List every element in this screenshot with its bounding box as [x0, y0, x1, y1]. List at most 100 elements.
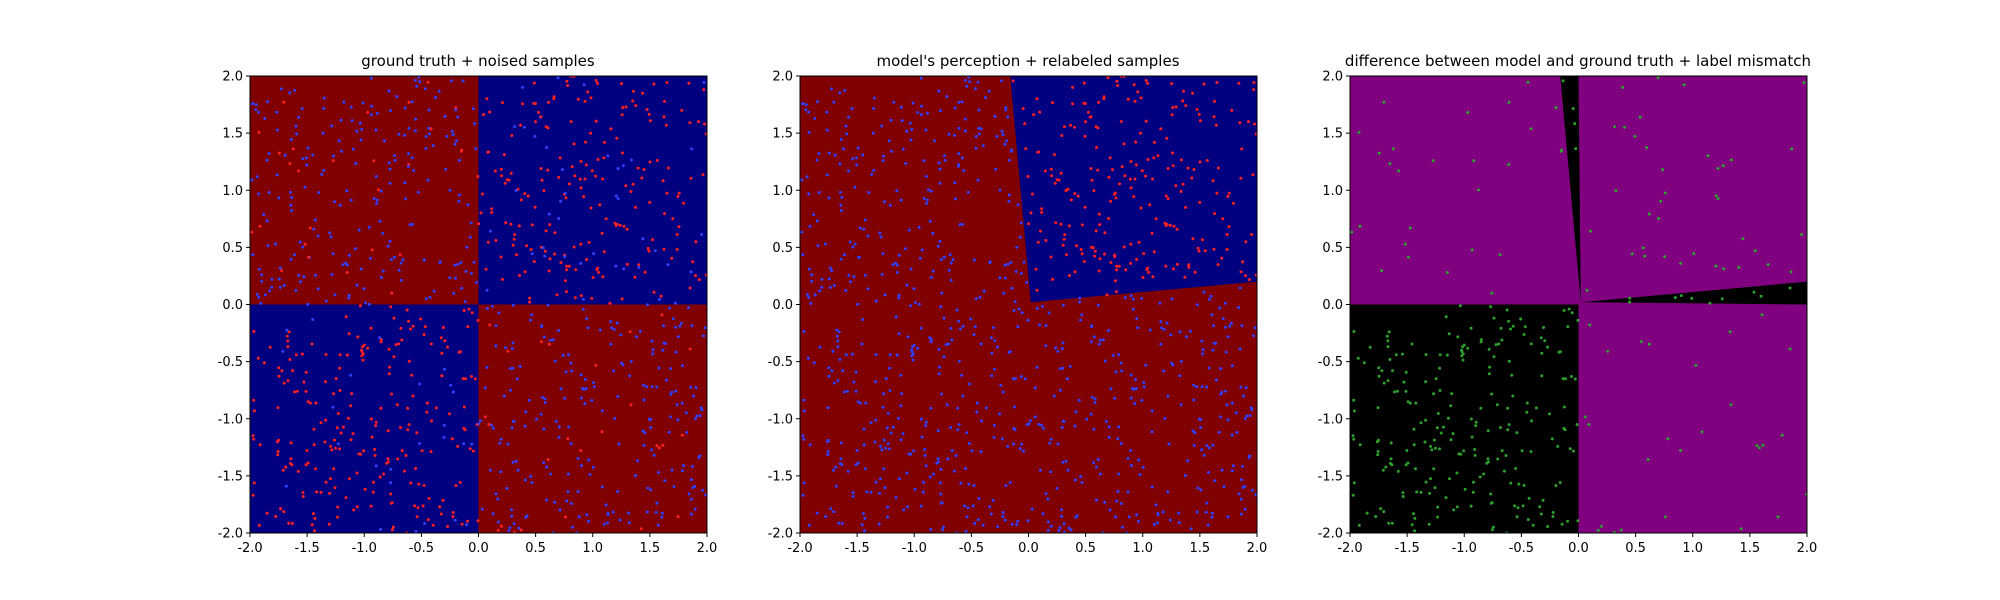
sample-point	[1201, 238, 1204, 242]
sample-point	[1144, 79, 1148, 82]
sample-point	[804, 103, 808, 107]
sample-point	[341, 263, 345, 267]
sample-point	[874, 380, 878, 384]
sample-point	[818, 289, 822, 293]
sample-point	[359, 138, 363, 142]
sample-point	[349, 373, 353, 377]
sample-point	[388, 365, 392, 369]
sample-point	[839, 138, 843, 141]
sample-point	[1166, 167, 1170, 170]
sample-point	[427, 108, 431, 112]
sample-point	[1714, 264, 1718, 268]
sample-point	[680, 401, 684, 405]
sample-point	[1029, 211, 1033, 215]
sample-point	[680, 108, 684, 112]
sample-point	[336, 442, 340, 446]
sample-point	[502, 394, 506, 398]
sample-point	[1220, 468, 1224, 472]
sample-point	[553, 231, 557, 235]
sample-point	[967, 482, 971, 486]
sample-point	[645, 510, 649, 514]
sample-point	[277, 196, 281, 200]
sample-point	[1254, 273, 1257, 277]
sample-point	[1473, 453, 1477, 457]
sample-point	[396, 457, 400, 461]
sample-point	[500, 174, 504, 178]
sample-point	[566, 490, 570, 493]
sample-point	[892, 100, 896, 104]
sample-point	[953, 181, 957, 185]
sample-point	[1001, 511, 1005, 514]
sample-point	[977, 132, 981, 136]
sample-point	[409, 327, 412, 331]
sample-point	[1679, 294, 1683, 298]
sample-point	[1741, 237, 1745, 241]
sample-point	[655, 385, 659, 389]
sample-point	[1117, 472, 1120, 476]
sample-point	[677, 225, 681, 229]
sample-point	[639, 527, 643, 531]
sample-point	[1093, 401, 1097, 405]
sample-point	[1004, 108, 1008, 112]
sample-point	[1140, 296, 1144, 300]
sample-point	[488, 323, 492, 327]
sample-point	[1210, 515, 1214, 519]
sample-point	[1083, 134, 1087, 138]
sample-point	[1540, 351, 1544, 355]
sample-point	[1199, 418, 1203, 422]
sample-point	[1205, 385, 1209, 389]
sample-point	[1076, 194, 1080, 198]
sample-point	[817, 152, 821, 156]
sample-point	[1350, 230, 1354, 234]
sample-point	[1033, 415, 1037, 419]
sample-point	[911, 345, 914, 349]
sample-point	[1059, 222, 1063, 226]
sample-point	[1487, 372, 1491, 376]
sample-point	[415, 84, 419, 88]
sample-point	[932, 139, 936, 143]
sample-point	[826, 406, 830, 410]
sample-point	[1240, 512, 1243, 516]
sample-point	[296, 469, 300, 473]
sample-point	[494, 324, 498, 328]
sample-point	[347, 253, 351, 257]
sample-point	[510, 426, 514, 430]
sample-point	[1150, 485, 1154, 489]
sample-point	[594, 119, 598, 123]
sample-point	[598, 203, 602, 207]
sample-point	[499, 167, 503, 171]
sample-point	[579, 396, 583, 400]
sample-point	[1606, 349, 1610, 353]
sample-point	[909, 138, 913, 142]
y-tick-label: 1.0	[222, 184, 243, 199]
sample-point	[1020, 442, 1024, 446]
sample-point	[1215, 81, 1219, 84]
sample-point	[820, 277, 824, 281]
sample-point	[1381, 468, 1385, 472]
sample-point	[602, 140, 606, 144]
sample-point	[548, 472, 552, 476]
sample-point	[504, 346, 508, 350]
sample-point	[1243, 417, 1247, 421]
sample-point	[894, 261, 898, 265]
sample-point	[381, 269, 385, 273]
sample-point	[820, 285, 824, 289]
sample-point	[702, 88, 706, 92]
sample-point	[1561, 79, 1565, 83]
sample-point	[464, 377, 467, 381]
sample-point	[1001, 515, 1005, 518]
sample-point	[1207, 471, 1210, 474]
sample-point	[504, 221, 508, 225]
sample-point	[508, 388, 512, 392]
sample-point	[1239, 385, 1243, 389]
sample-point	[1120, 369, 1124, 373]
sample-point	[265, 511, 269, 515]
sample-point	[339, 118, 343, 122]
sample-point	[825, 110, 829, 114]
sample-point	[942, 316, 946, 320]
sample-point	[652, 453, 656, 457]
sample-point	[374, 420, 378, 424]
sample-point	[324, 299, 328, 303]
sample-point	[528, 296, 532, 300]
sample-point	[466, 325, 470, 329]
